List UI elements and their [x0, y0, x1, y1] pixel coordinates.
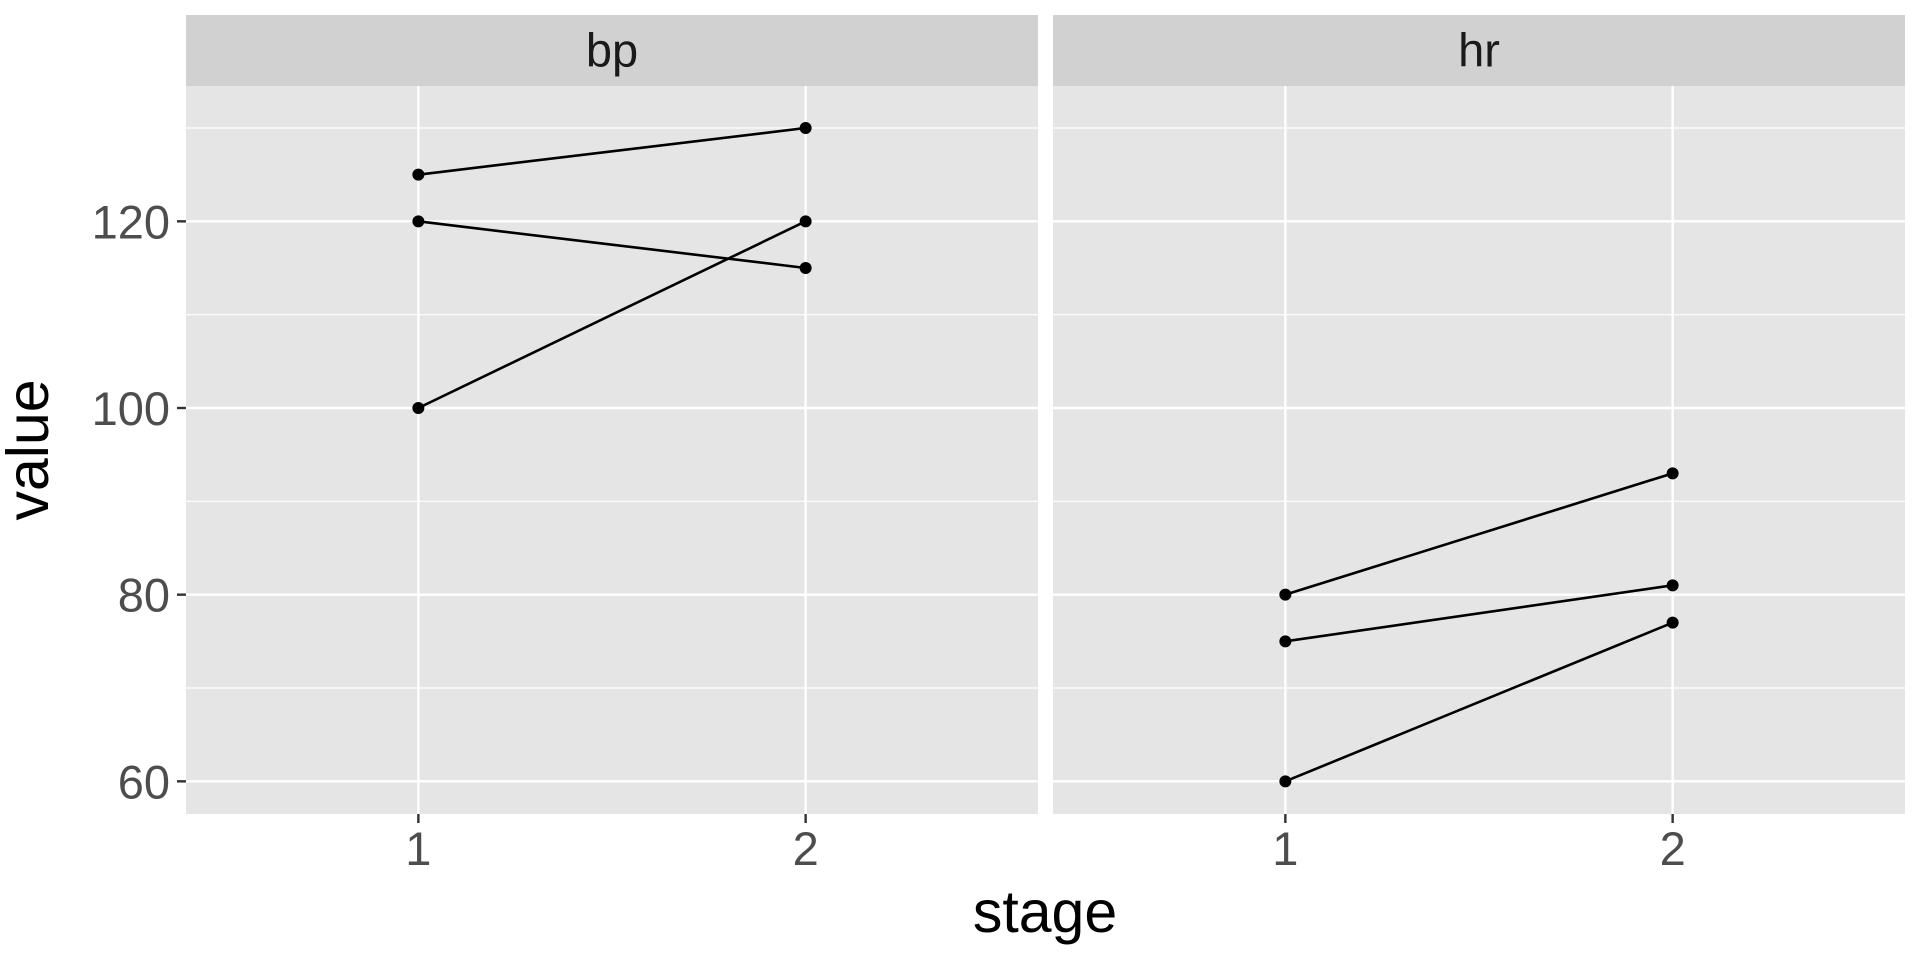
data-point — [799, 122, 812, 134]
y-tick-label: 80 — [118, 569, 170, 622]
series-line-hr-3 — [1284, 621, 1674, 783]
data-point — [412, 168, 425, 181]
data-point — [799, 262, 812, 274]
series-line-hr-2 — [1285, 584, 1673, 643]
data-point — [1279, 635, 1292, 648]
y-tick-label: 120 — [92, 195, 170, 248]
facet-strip-label: bp — [586, 24, 638, 77]
data-point — [1279, 775, 1292, 788]
y-axis-title: value — [0, 379, 61, 520]
data-point — [799, 215, 812, 228]
facet-strip-hr — [1053, 15, 1905, 86]
facet-strip-bp — [186, 15, 1038, 86]
data-point — [1666, 467, 1679, 480]
x-tick-label: 2 — [793, 822, 819, 875]
data-point — [1666, 579, 1679, 592]
x-axis-title: stage — [973, 879, 1117, 945]
x-tick-label: 1 — [405, 822, 431, 875]
facet-strip-label: hr — [1458, 24, 1500, 77]
y-tick-label: 100 — [92, 382, 170, 435]
data-point — [1666, 616, 1679, 629]
series-line-bp-3 — [417, 220, 807, 410]
data-point — [1279, 588, 1292, 601]
facet-panel-bp: bp — [186, 15, 1038, 814]
y-tick-label: 60 — [118, 755, 170, 808]
series-line-bp-1 — [418, 126, 806, 176]
series-line-bp-2 — [418, 220, 806, 270]
y-axis: 60 80 100 120 — [92, 195, 186, 808]
panel-background — [186, 86, 1038, 814]
facet-panel-hr: hr — [1053, 15, 1905, 814]
x-axis: 1 2 1 2 — [405, 814, 1686, 875]
x-tick-label: 1 — [1272, 822, 1298, 875]
data-point — [412, 402, 425, 414]
x-tick-label: 2 — [1660, 822, 1686, 875]
panel-background — [1053, 86, 1905, 814]
data-point — [412, 215, 425, 228]
facet-panels: bp hr — [186, 15, 1905, 814]
series-line-hr-1 — [1284, 472, 1674, 596]
